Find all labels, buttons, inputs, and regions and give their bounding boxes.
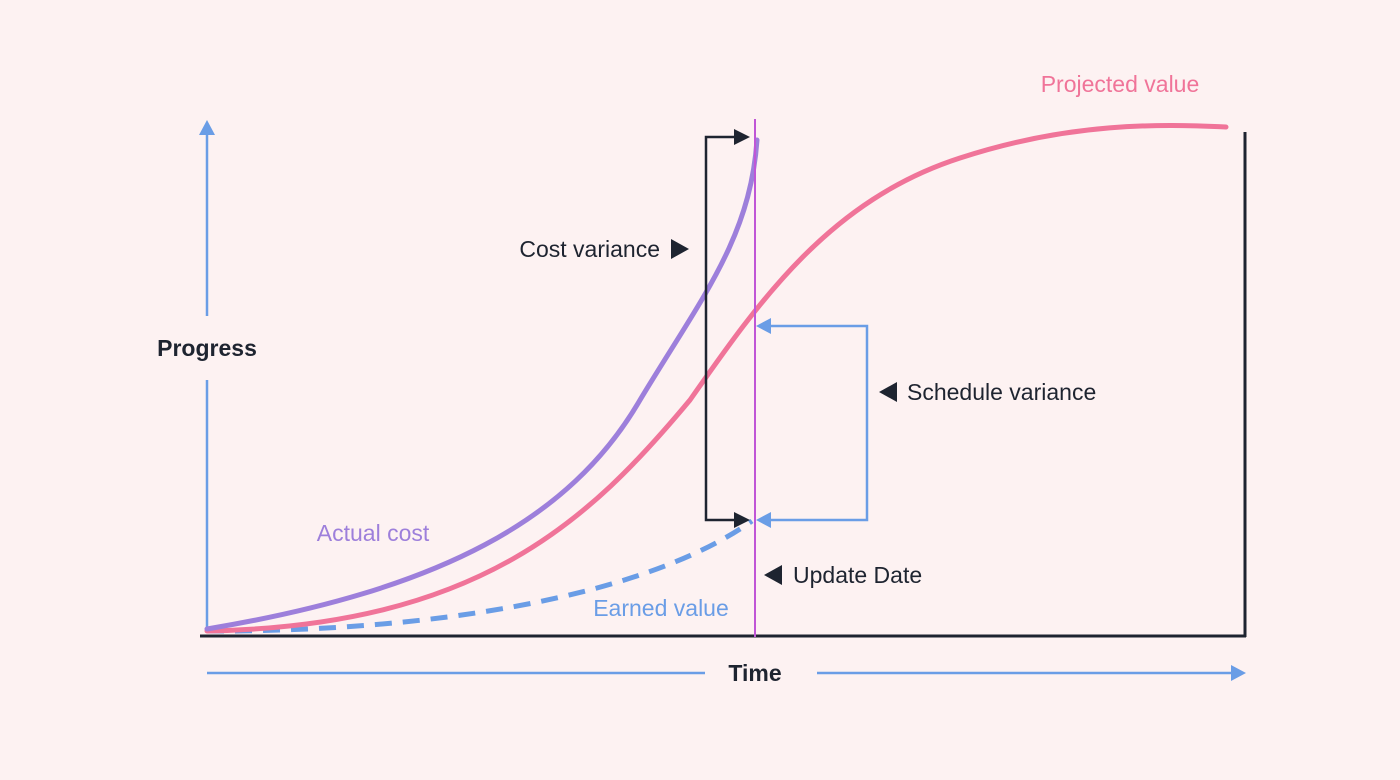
- triangle-right-icon: [671, 239, 689, 259]
- earned-value-curve: [206, 518, 754, 634]
- arrow-head-icon: [734, 512, 750, 528]
- cost-variance-bracket: [704, 129, 750, 528]
- arrow-head-icon: [756, 512, 771, 528]
- arrow-head-icon: [1231, 665, 1246, 681]
- time-axis-label: Time: [728, 660, 781, 686]
- progress-axis-arrow: [199, 120, 215, 632]
- progress-axis-label: Progress: [157, 335, 257, 361]
- time-axis-arrow: [207, 665, 1246, 681]
- schedule-variance-label: Schedule variance: [907, 379, 1096, 405]
- update-date-label: Update Date: [793, 562, 922, 588]
- arrow-head-icon: [199, 120, 215, 135]
- cost-variance-label: Cost variance: [519, 236, 660, 262]
- triangle-left-icon: [879, 382, 897, 402]
- actual-cost-label: Actual cost: [317, 520, 430, 546]
- triangle-left-icon: [764, 565, 782, 585]
- arrow-head-icon: [734, 129, 750, 145]
- projected-value-label: Projected value: [1041, 71, 1200, 97]
- earned-value-label: Earned value: [593, 595, 729, 621]
- arrow-head-icon: [756, 318, 771, 334]
- schedule-variance-bracket: [756, 318, 869, 528]
- actual-cost-curve: [204, 137, 760, 632]
